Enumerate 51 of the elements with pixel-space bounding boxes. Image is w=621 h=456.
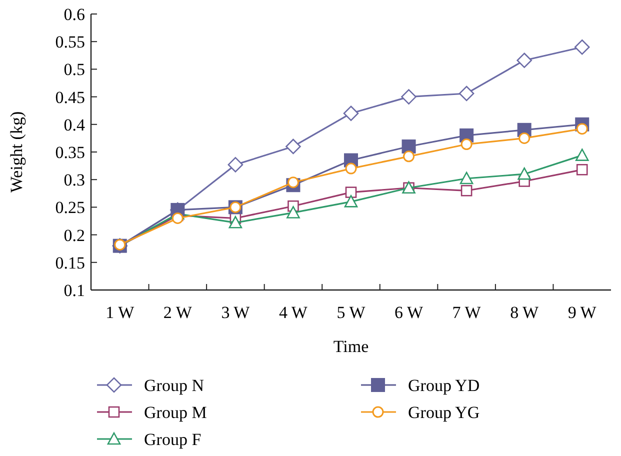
y-tick-label: 0.2 [64, 226, 85, 245]
point [458, 86, 474, 102]
x-tick-label: 9 W [568, 303, 598, 322]
legend-label: Group YD [408, 376, 480, 395]
point [460, 172, 474, 184]
y-tick-label: 0.3 [64, 170, 85, 190]
point [402, 139, 416, 154]
point [228, 216, 242, 228]
point [172, 212, 184, 224]
point [344, 195, 358, 208]
point [576, 123, 588, 135]
x-tick-label: 4 W [278, 303, 308, 322]
point [576, 164, 588, 176]
point [574, 39, 590, 55]
legend-label: Group YG [408, 402, 480, 422]
y-tick-label: 0.4 [64, 115, 86, 134]
point [287, 176, 299, 188]
point [518, 167, 531, 180]
point [460, 184, 472, 196]
x-tick-label: 2 W [163, 303, 193, 322]
y-tick-label: 0.6 [64, 4, 85, 24]
point [516, 52, 532, 68]
y-tick-label: 0.1 [64, 280, 85, 300]
point [343, 106, 359, 122]
legend-label: Group F [144, 430, 202, 449]
x-tick-label: 8 W [510, 303, 540, 322]
point [286, 206, 300, 218]
x-tick-label: 6 W [394, 303, 424, 322]
y-tick-label: 0.55 [55, 32, 85, 52]
point [518, 132, 530, 144]
point [575, 148, 589, 161]
y-tick-label: 0.45 [55, 88, 85, 107]
x-tick-label: 1 W [106, 303, 136, 322]
y-axis-title: Weight (kg) [7, 111, 26, 193]
point [286, 138, 301, 154]
x-axis-title: Time [333, 337, 369, 356]
point [403, 150, 415, 162]
point [345, 162, 357, 174]
x-tick-label: 3 W [221, 303, 251, 322]
legend-label: Group M [144, 402, 207, 422]
y-tick-label: 0.35 [55, 142, 85, 162]
x-tick-label: 5 W [336, 303, 366, 322]
y-tick-label: 0.5 [64, 60, 85, 80]
point [228, 157, 244, 172]
x-tick-label: 7 W [452, 303, 482, 322]
point [460, 138, 472, 150]
legend-label: Group N [144, 376, 204, 395]
y-tick-label: 0.25 [55, 198, 85, 218]
y-tick-label: 0.15 [55, 253, 85, 272]
point [401, 89, 416, 104]
point [345, 186, 357, 198]
